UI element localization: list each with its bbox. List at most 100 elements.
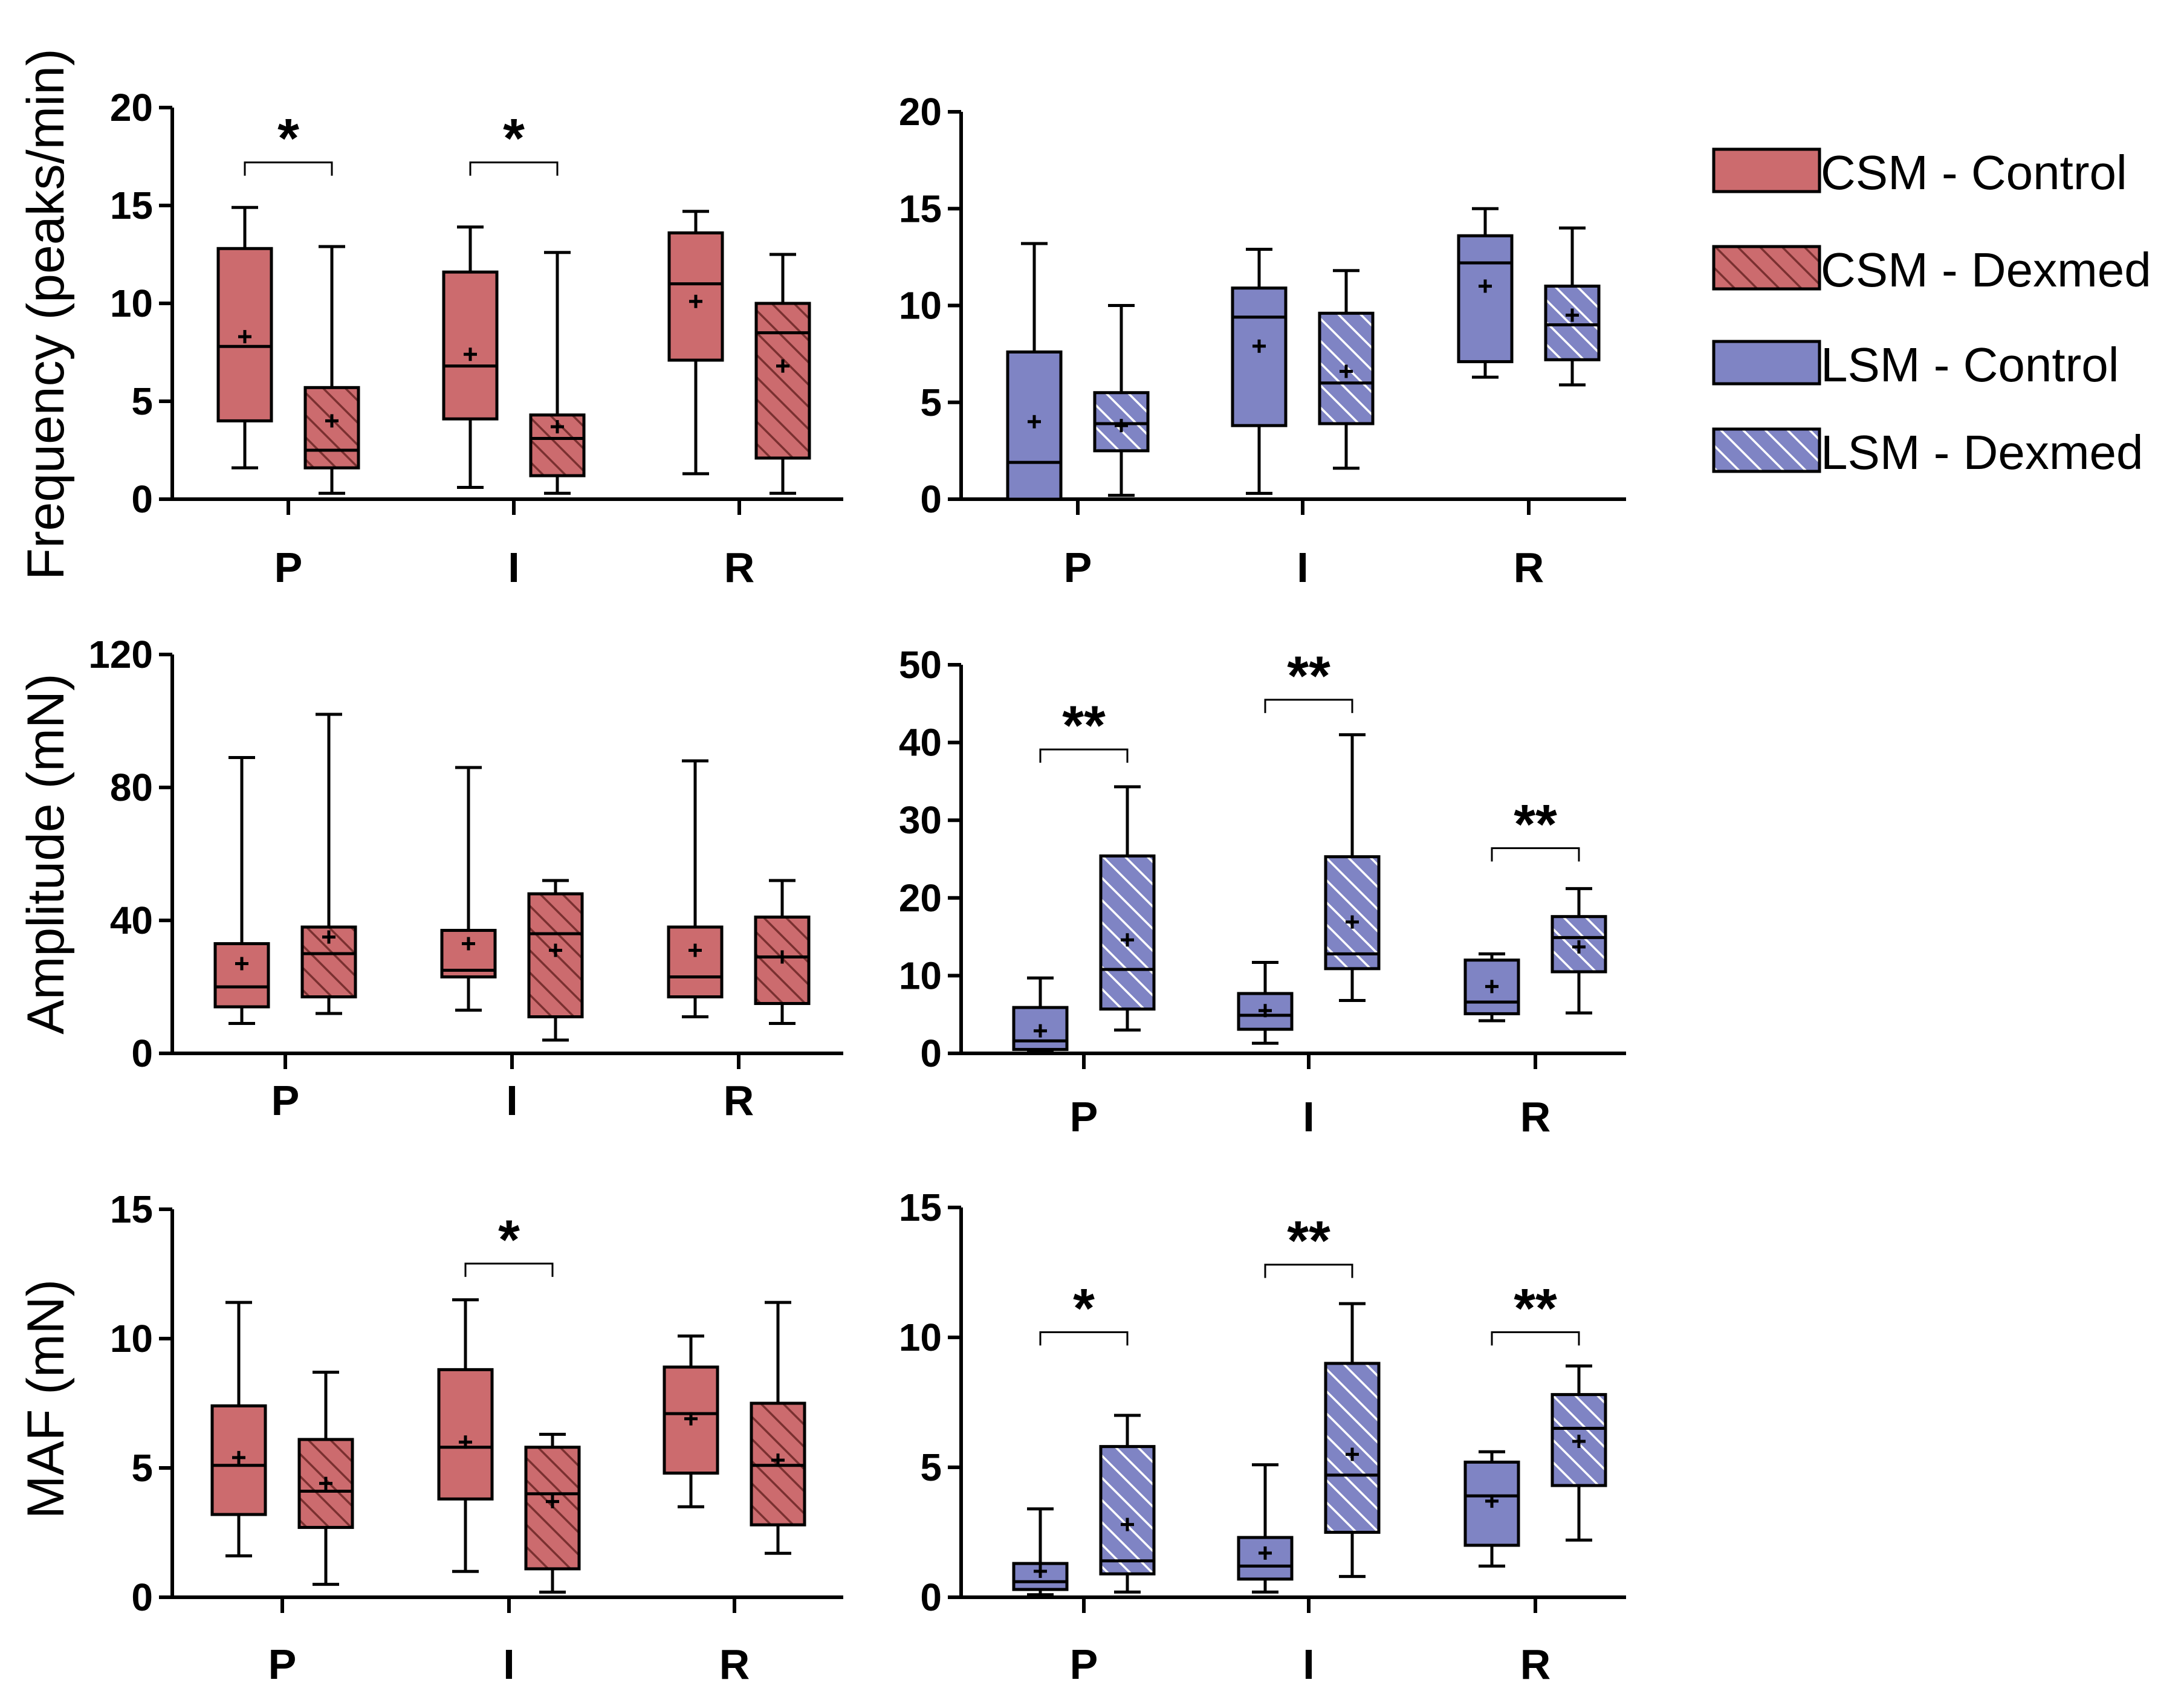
x-tick-label-I: I [506,1077,517,1124]
x-tick-label-R: R [719,1641,750,1688]
box-iqr [1324,855,1381,971]
x-tick-label-R: R [1520,1093,1551,1140]
box-I-dexmed [527,879,584,1042]
y-tick-label: 10 [899,284,942,328]
y-tick-label: 5 [131,380,153,423]
legend-swatch-lsm-control [1712,340,1821,386]
y-tick-label: 10 [899,954,942,997]
box-R-dexmed [754,879,811,1025]
x-tick-label-P: P [274,544,303,591]
box-P-control [1012,1507,1069,1597]
box-I-dexmed [529,251,586,495]
legend-label-lsm-dexmed: LSM - Dexmed [1821,425,2143,479]
y-tick-label: 0 [131,1032,153,1075]
significance-bracket [1491,1331,1580,1346]
box-I-control [1237,1463,1294,1594]
box-R-control [667,759,724,1018]
box-I-dexmed [1324,733,1381,1003]
box-P-control [216,205,273,470]
box-P-dexmed [297,1371,354,1586]
box-iqr [437,1368,494,1501]
significance-bracket [469,161,559,176]
y-tick-label: 5 [131,1446,153,1490]
box-iqr [754,302,811,460]
box-P-control [210,1301,267,1558]
legend-label-csm-control: CSM - Control [1821,146,2127,199]
box-R-dexmed [754,253,811,495]
x-tick-label-I: I [508,544,519,591]
box-iqr [1544,284,1601,361]
box-iqr [1099,854,1156,1011]
significance-I: ** [1264,645,1353,713]
y-tick-label: 40 [110,899,153,942]
x-tick-label-I: I [1303,1093,1314,1140]
box-iqr [667,925,724,998]
x-tick-label-R: R [724,1077,754,1124]
y-axis-label: MAF (mN) [17,1279,75,1519]
significance-label: * [503,108,525,170]
box-R-control [663,1334,719,1508]
significance-bracket [244,161,333,176]
box-P-dexmed [1099,785,1156,1032]
significance-label: ** [1514,793,1557,855]
x-tick-label-P: P [1070,1093,1098,1140]
significance-bracket [1491,847,1580,862]
box-I-control [1231,248,1288,495]
significance-label: ** [1287,1210,1330,1272]
y-tick-label: 5 [920,1446,942,1489]
panel-amplitude-lsm: 0 10 20 30 40 50 P I R ** ** ** [899,643,1626,1140]
y-tick-label: 20 [899,90,942,134]
x-tick-label-I: I [1297,544,1308,591]
box-iqr [1099,1445,1156,1576]
significance-P: * [1039,1278,1129,1346]
significance-bracket [1039,1331,1129,1346]
x-tick-label-R: R [724,544,755,591]
significance-label: * [498,1209,520,1271]
box-R-dexmed [1544,226,1601,387]
box-iqr [1093,391,1150,453]
significance-label: ** [1287,645,1330,707]
box-I-dexmed [1318,269,1375,470]
y-axis-label: Amplitude (mN) [17,673,75,1034]
y-tick-label: 15 [110,184,153,227]
legend-label-csm-dexmed: CSM - Dexmed [1821,243,2151,297]
y-tick-label: 0 [131,1576,153,1619]
x-tick-label-I: I [503,1641,514,1688]
box-R-control [667,210,724,476]
y-tick-label: 5 [920,381,942,424]
panel-amplitude-csm: 0 40 80 120 P I R Amplitude (mN) [17,633,843,1124]
y-tick-label: 50 [899,643,942,687]
box-iqr [303,386,360,470]
significance-label: ** [1062,695,1106,757]
significance-R: ** [1491,1278,1580,1346]
x-tick-label-I: I [1303,1641,1314,1688]
box-R-dexmed [1551,1364,1607,1542]
box-I-control [1237,961,1294,1045]
significance-bracket [1039,748,1129,763]
significance-P: * [244,108,333,176]
panel-maf-csm: 0 5 10 15 P I R MAF (mN) * [17,1188,843,1688]
box-R-control [1457,207,1514,379]
y-axis-label: Frequency (peaks/min) [17,48,75,580]
significance-bracket [1264,699,1353,713]
y-tick-label: 120 [88,633,153,676]
significance-label: ** [1514,1278,1557,1339]
y-tick-label: 0 [131,477,153,521]
significance-label: * [277,108,299,170]
box-iqr [1231,286,1288,427]
y-tick-label: 80 [110,766,153,809]
box-iqr [297,1438,354,1529]
y-tick-label: 0 [920,1032,942,1075]
box-P-control [1006,242,1063,501]
legend-label-lsm-control: LSM - Control [1821,338,2119,392]
y-tick-label: 0 [920,1576,942,1619]
box-iqr [1457,234,1514,363]
y-tick-label: 20 [899,876,942,920]
y-tick-label: 15 [899,187,942,230]
significance-bracket [1264,1264,1353,1278]
significance-bracket [464,1262,554,1277]
box-P-control [1012,976,1069,1053]
significance-P: ** [1039,695,1129,763]
